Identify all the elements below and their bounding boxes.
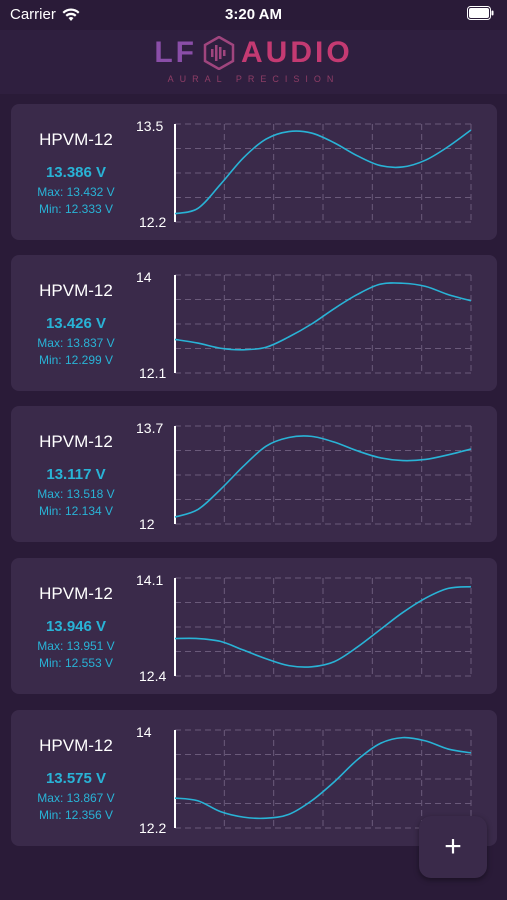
device-card[interactable]: HPVM-12 13.117 V Max: 13.518 V Min: 12.1… [11, 406, 497, 542]
y-axis-max-label: 14 [136, 269, 152, 285]
device-min: Min: 12.553 V [38, 656, 114, 670]
device-max: Max: 13.867 V [37, 791, 115, 805]
status-left: Carrier [10, 6, 80, 23]
device-name: HPVM-12 [39, 736, 113, 755]
voltage-chart [174, 577, 472, 677]
device-min: Min: 12.134 V [38, 504, 114, 518]
device-voltage: 13.426 V [45, 315, 107, 332]
battery-icon [467, 6, 494, 20]
device-name: HPVM-12 [39, 432, 113, 451]
device-max: Max: 13.837 V [37, 336, 115, 350]
carrier-label: Carrier [10, 6, 56, 23]
logo-tagline: AURAL PRECISION [167, 74, 340, 84]
y-axis-max-label: 13.7 [136, 420, 164, 436]
y-axis-min-label: 12.2 [139, 214, 167, 230]
device-voltage: 13.386 V [45, 164, 107, 181]
device-card[interactable]: HPVM-12 13.575 V Max: 13.867 V Min: 12.3… [11, 710, 497, 846]
logo-wordmark: LF AUDIO [154, 36, 352, 70]
voltage-series-line [174, 736, 472, 820]
device-min: Min: 12.333 V [38, 202, 114, 216]
device-card[interactable]: HPVM-12 13.386 V Max: 13.432 V Min: 12.3… [11, 104, 497, 240]
logo-right-text: AUDIO [240, 36, 353, 69]
voltage-series-line [174, 585, 472, 668]
device-min: Min: 12.356 V [38, 808, 114, 822]
logo: LF AUDIO [0, 36, 507, 70]
y-axis-min-label: 12.2 [139, 820, 167, 836]
y-axis-min-label: 12.1 [139, 365, 167, 381]
y-axis-max-label: 13.5 [136, 118, 164, 134]
y-axis-max-label: 14 [136, 724, 152, 740]
y-axis-min-label: 12 [139, 516, 155, 532]
y-axis-min-label: 12.4 [139, 668, 167, 684]
voltage-chart [174, 274, 472, 374]
device-min: Min: 12.299 V [38, 353, 114, 367]
device-name: HPVM-12 [39, 281, 113, 300]
voltage-series-line [174, 435, 472, 518]
voltage-chart [174, 425, 472, 525]
device-voltage: 13.946 V [45, 618, 107, 635]
device-max: Max: 13.951 V [37, 639, 115, 653]
sound-hexagon-icon [203, 36, 235, 70]
voltage-chart [174, 729, 472, 829]
device-voltage: 13.117 V [46, 466, 106, 483]
wifi-icon [62, 7, 80, 21]
voltage-chart [174, 123, 472, 223]
add-device-button[interactable]: + [419, 816, 487, 878]
device-card[interactable]: HPVM-12 13.946 V Max: 13.951 V Min: 12.5… [11, 558, 497, 694]
device-name: HPVM-12 [39, 130, 113, 149]
device-name: HPVM-12 [39, 584, 113, 603]
status-bar: Carrier 3:20 AM [0, 0, 507, 30]
device-voltage: 13.575 V [45, 770, 107, 787]
device-max: Max: 13.518 V [37, 487, 115, 501]
logo-left-text: LF [154, 36, 197, 69]
status-time: 3:20 AM [225, 6, 282, 23]
y-axis-max-label: 14.1 [136, 572, 164, 588]
voltage-series-line [174, 282, 472, 351]
status-right [467, 6, 495, 24]
device-card[interactable]: HPVM-12 13.426 V Max: 13.837 V Min: 12.2… [11, 255, 497, 391]
device-max: Max: 13.432 V [37, 185, 115, 199]
voltage-series-line [174, 129, 472, 215]
app-header: LF AUDIO AURAL PRECISION [0, 30, 507, 94]
